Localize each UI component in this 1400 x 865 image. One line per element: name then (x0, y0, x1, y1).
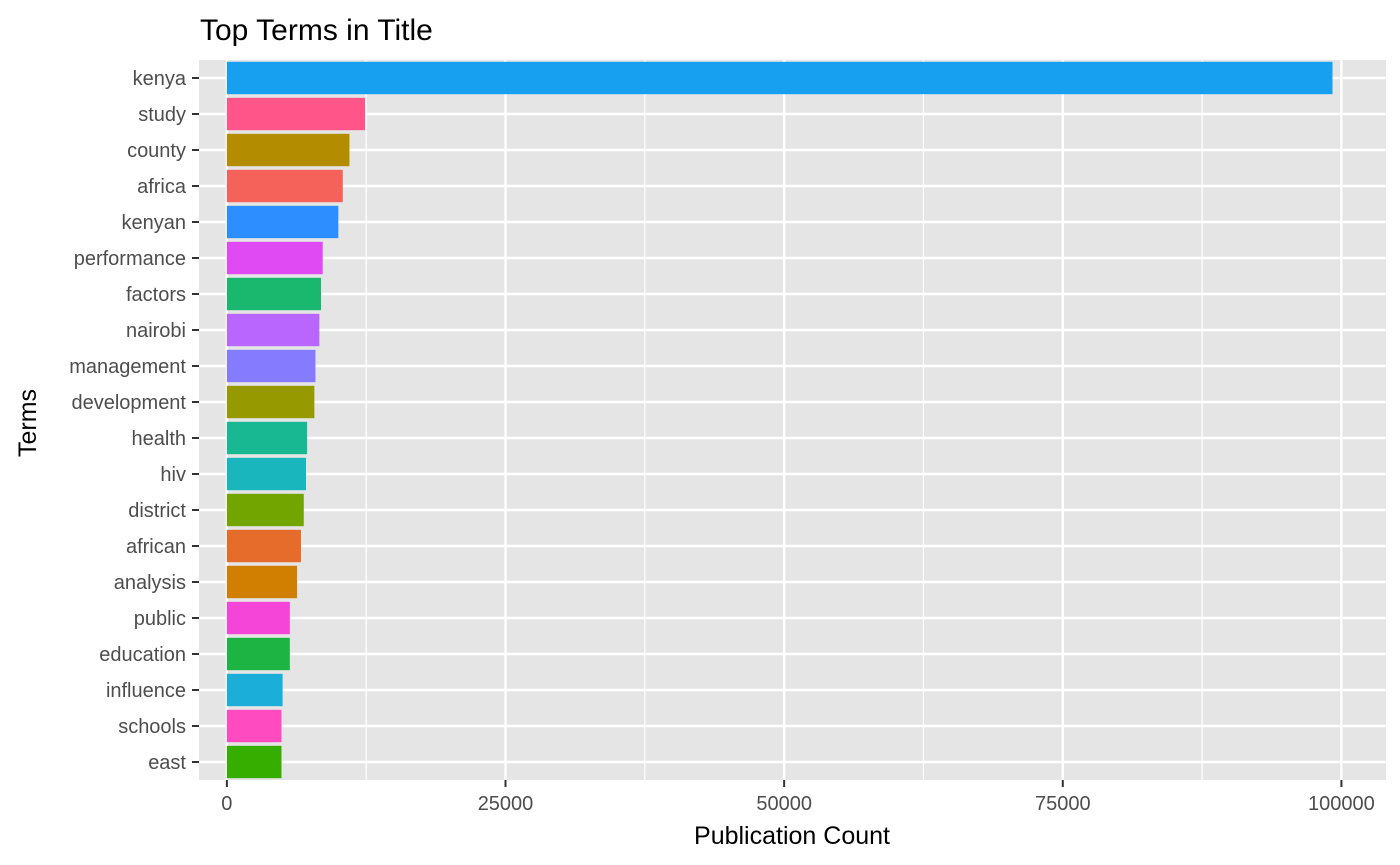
y-tick-label: kenyan (122, 212, 187, 234)
x-axis-title: Publication Count (694, 822, 890, 850)
y-tick-label: schools (118, 716, 186, 738)
bar-hiv (226, 457, 306, 491)
x-tick-label: 100000 (1308, 793, 1375, 815)
y-tick-label: management (69, 356, 186, 378)
x-axis: 0 25000 50000 75000 100000 (221, 780, 1375, 815)
y-tick-label: nairobi (126, 320, 186, 342)
bar-development (226, 385, 315, 419)
bar-analysis (226, 565, 298, 599)
y-tick-label: study (138, 104, 186, 126)
bars (226, 61, 1333, 779)
y-tick-label: african (126, 536, 186, 558)
bar-africa (226, 169, 343, 203)
y-tick-label: education (99, 644, 186, 666)
y-tick-label: county (127, 140, 186, 162)
chart-title: Top Terms in Title (200, 14, 433, 47)
y-tick-label: factors (126, 284, 186, 306)
bar-kenyan (226, 205, 339, 239)
bar-african (226, 529, 301, 563)
y-tick-label: district (128, 500, 186, 522)
y-tick-label: development (71, 392, 186, 414)
y-tick-label: influence (106, 680, 186, 702)
x-tick-label: 25000 (478, 793, 534, 815)
y-tick-label: africa (137, 176, 187, 198)
x-tick-label: 75000 (1035, 793, 1091, 815)
bar-performance (226, 241, 323, 275)
bar-county (226, 133, 350, 167)
y-tick-label: kenya (133, 68, 187, 90)
bar-management (226, 349, 316, 383)
bar-influence (226, 673, 283, 707)
x-tick-label: 50000 (756, 793, 812, 815)
y-tick-label: east (148, 752, 186, 774)
bar-health (226, 421, 308, 455)
bar-schools (226, 709, 282, 743)
y-tick-label: performance (74, 248, 186, 270)
grid-lines (199, 60, 1386, 780)
bar-district (226, 493, 304, 527)
bar-factors (226, 277, 322, 311)
y-tick-label: analysis (114, 572, 186, 594)
bar-public (226, 601, 290, 635)
plot-panel (199, 60, 1386, 780)
x-tick-label: 0 (221, 793, 232, 815)
y-axis: kenya study county africa kenyan performance f… (69, 68, 199, 774)
bar-education (226, 637, 290, 671)
y-tick-label: public (134, 608, 186, 630)
bar-kenya (226, 61, 1333, 95)
y-axis-title: Terms (14, 389, 42, 457)
y-tick-label: hiv (160, 464, 186, 486)
bar-study (226, 97, 366, 131)
y-tick-label: health (132, 428, 187, 450)
bar-east (226, 745, 282, 779)
bar-nairobi (226, 313, 320, 347)
